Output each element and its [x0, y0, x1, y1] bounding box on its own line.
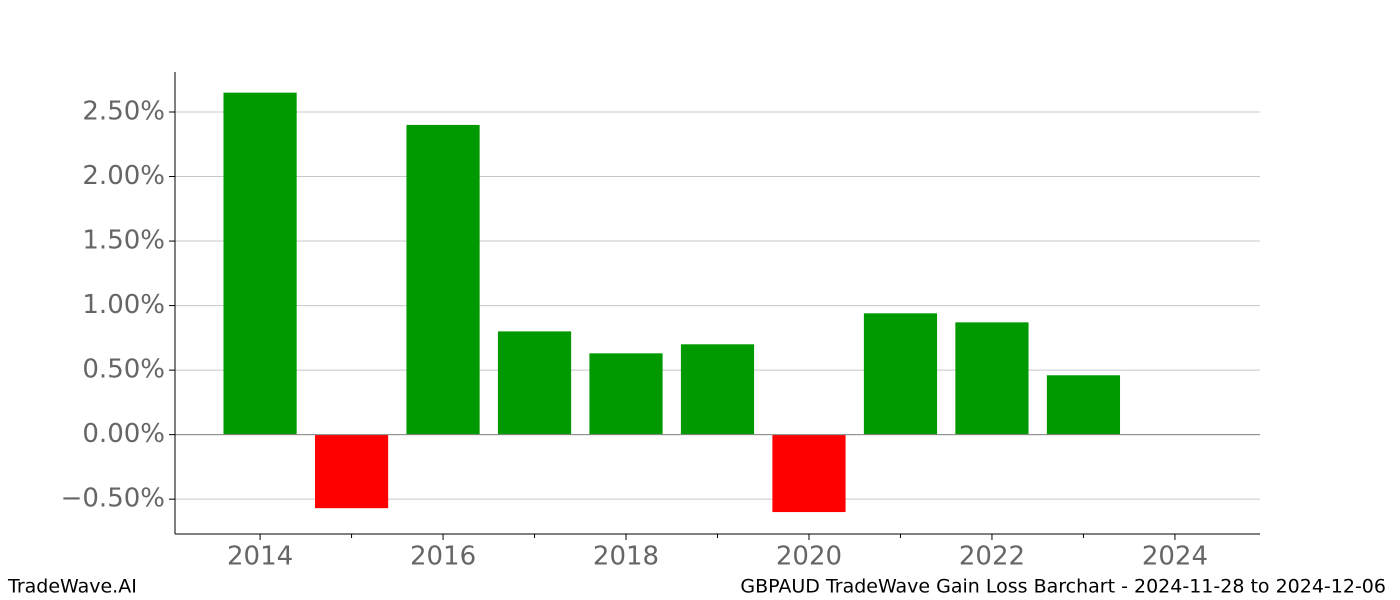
y-tick-label: −0.50% — [61, 484, 165, 514]
y-tick-label: 0.00% — [82, 419, 165, 449]
x-tick-label: 2024 — [1142, 542, 1208, 572]
x-tick-label: 2022 — [959, 542, 1025, 572]
x-tick-label: 2014 — [227, 542, 293, 572]
bar — [1046, 375, 1121, 435]
bar — [314, 434, 389, 509]
y-tick-label: 1.00% — [82, 290, 165, 320]
y-tick-label: 2.00% — [82, 161, 165, 191]
bar — [406, 124, 480, 435]
y-tick-label: 0.50% — [82, 355, 165, 385]
x-tick-label: 2016 — [410, 542, 476, 572]
bar — [589, 353, 663, 435]
bar — [223, 92, 297, 435]
bar — [497, 331, 572, 435]
y-tick-label: 2.50% — [82, 97, 165, 127]
x-tick-label: 2018 — [593, 542, 659, 572]
bar — [955, 322, 1029, 435]
x-tick-label: 2020 — [776, 542, 842, 572]
chart-title: GBPAUD TradeWave Gain Loss Barchart - 20… — [740, 576, 1386, 598]
bar — [680, 344, 755, 435]
y-tick-label: 1.50% — [82, 226, 165, 256]
brand: TradeWave.AI — [7, 576, 137, 598]
bar — [772, 434, 846, 513]
bar — [863, 313, 938, 435]
